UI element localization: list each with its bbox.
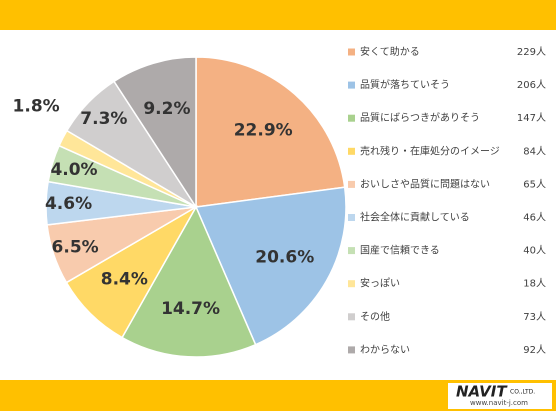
legend-swatch: [348, 313, 355, 321]
legend-swatch: [348, 114, 355, 122]
legend-swatch: [348, 81, 355, 89]
data-label: 20.6%: [255, 247, 314, 267]
legend-count: 84人: [523, 145, 546, 157]
pie-slice: [194, 186, 347, 346]
company: CO.,LTD.: [510, 389, 535, 396]
legend-count: 65人: [523, 178, 546, 190]
legend-label: わからない: [360, 344, 410, 356]
legend-swatch: [348, 214, 355, 221]
data-label: 9.2%: [143, 99, 190, 119]
legend-label: 国産で信頼できる: [360, 244, 440, 257]
legend-label: 品質が落ちていそう: [360, 78, 450, 91]
legend-label: 売れ残り・在庫処分のイメージ: [360, 144, 500, 157]
legend-count: 92人: [523, 344, 546, 356]
legend-label: 安くて助かる: [360, 45, 420, 58]
logo-box: [448, 383, 552, 409]
legend-label: おいしさや品質に問題はない: [360, 177, 490, 190]
pie-slice: [113, 56, 197, 210]
logo: NAVIT: [456, 383, 508, 401]
data-label: 4.6%: [45, 194, 92, 214]
data-label: 8.4%: [101, 270, 148, 290]
data-label: 1.8%: [13, 96, 60, 116]
data-label: 4.0%: [50, 160, 97, 180]
legend-swatch: [348, 346, 355, 354]
legend-swatch: [348, 280, 355, 288]
legend-count: 46人: [523, 212, 546, 224]
legend-swatch: [348, 48, 355, 56]
legend-count: 18人: [523, 278, 546, 290]
legend-swatch: [348, 147, 355, 155]
data-label: 22.9%: [234, 120, 293, 140]
data-label: 14.7%: [161, 299, 220, 319]
legend-label: 安っぽい: [360, 277, 400, 290]
url: www.navit-j.com: [470, 399, 528, 407]
legend-label: 品質にばらつきがありそう: [360, 111, 480, 124]
data-label: 6.5%: [52, 238, 99, 258]
legend-count: 147人: [517, 112, 546, 124]
legend-count: 229人: [517, 46, 546, 58]
legend-count: 73人: [523, 311, 546, 323]
pie-slice: [121, 205, 257, 358]
legend-label: その他: [360, 310, 390, 323]
legend-swatch: [348, 247, 355, 255]
legend-swatch: [348, 180, 355, 188]
legend-count: 206人: [517, 79, 546, 91]
legend-label: 社会全体に貢献している: [360, 211, 470, 224]
legend-count: 40人: [523, 245, 546, 257]
top-band: [0, 0, 556, 30]
pie-slice: [195, 56, 346, 208]
data-label: 7.3%: [80, 109, 127, 129]
